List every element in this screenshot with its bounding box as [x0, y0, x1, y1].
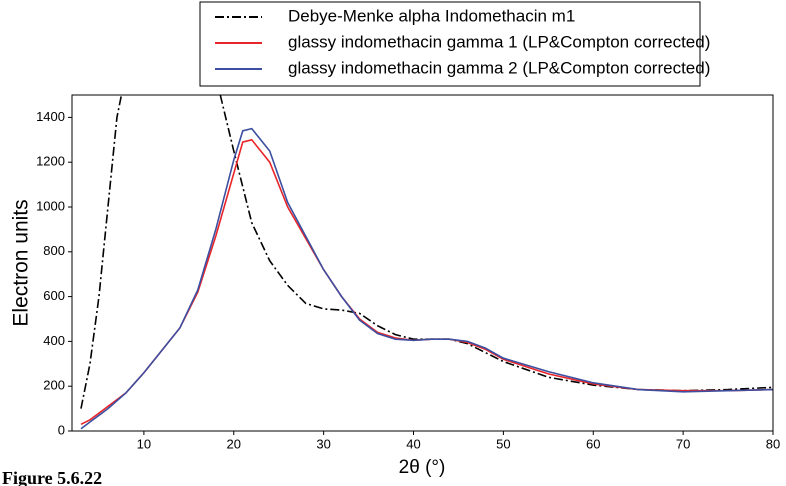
legend-box: [199, 1, 701, 87]
y-tick-label: 1000: [36, 198, 65, 213]
x-tick-label: 80: [766, 436, 780, 451]
x-tick-label: 10: [137, 436, 151, 451]
y-axis-label: Electron units: [10, 199, 33, 326]
y-tick-label: 600: [43, 288, 65, 303]
series-line: [80, 127, 773, 430]
plot-frame: [71, 94, 774, 432]
series-line: [80, 138, 773, 425]
x-tick-label: 50: [496, 436, 510, 451]
legend-label: glassy indomethacin gamma 1 (LP&Compton …: [288, 32, 710, 51]
x-tick-label: 70: [676, 436, 690, 451]
y-tick-label: 1200: [36, 154, 65, 169]
y-tick-label: 1400: [36, 109, 65, 124]
legend-label: Debye-Menke alpha Indomethacin m1: [288, 6, 575, 25]
x-tick-label: 20: [227, 436, 241, 451]
x-tick-label: 60: [586, 436, 600, 451]
y-tick-label: 200: [43, 378, 65, 393]
caption: Figure 5.6.22: [2, 468, 102, 486]
series-line: [80, 95, 773, 409]
x-tick-label: 30: [316, 436, 330, 451]
legend-label: glassy indomethacin gamma 2 (LP&Compton …: [288, 58, 710, 77]
x-tick-label: 40: [406, 436, 420, 451]
y-tick-label: 400: [43, 333, 65, 348]
y-tick-label: 0: [58, 422, 65, 437]
y-tick-label: 800: [43, 243, 65, 258]
x-axis-label: 2θ (°): [399, 457, 446, 478]
